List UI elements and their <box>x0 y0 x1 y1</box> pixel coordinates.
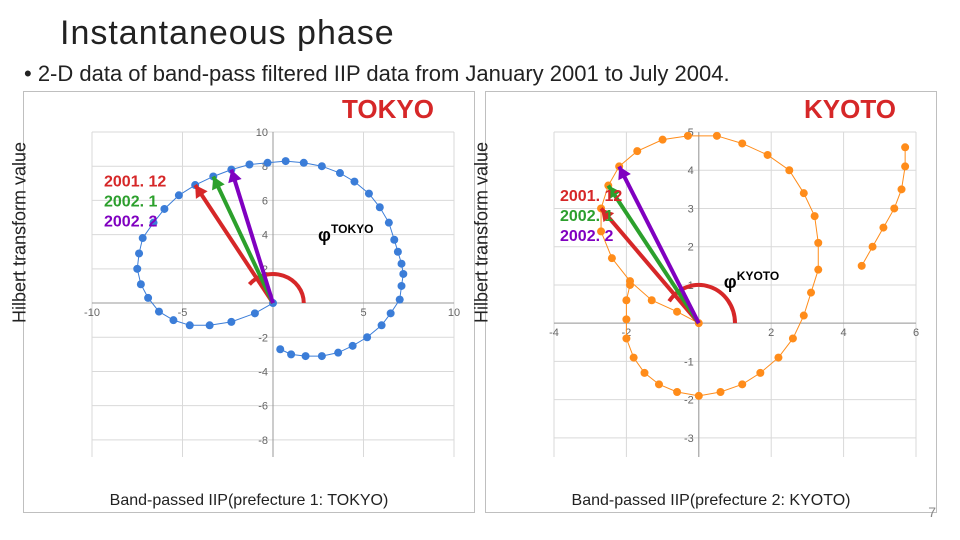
kyoto-plot: -4-2246-3-2-1123452001. 122002. 12002. 2… <box>526 122 926 482</box>
tokyo-plot: -10-5510-8-6-4-22468102001. 122002. 1200… <box>64 122 464 482</box>
kyoto-xlabel: Band-passed IIP(prefecture 2: KYOTO) <box>486 492 936 510</box>
svg-text:-3: -3 <box>684 433 694 445</box>
svg-text:6: 6 <box>913 327 919 339</box>
bullet-text: • 2-D data of band-pass filtered IIP dat… <box>24 61 940 87</box>
svg-text:6: 6 <box>262 195 268 207</box>
svg-text:4: 4 <box>688 165 694 177</box>
svg-text:φ: φ <box>318 225 331 245</box>
svg-text:-5: -5 <box>178 307 188 319</box>
svg-text:-2: -2 <box>684 395 694 407</box>
svg-text:3: 3 <box>688 203 694 215</box>
svg-text:φ: φ <box>724 272 737 292</box>
svg-text:2: 2 <box>688 242 694 254</box>
svg-text:-4: -4 <box>258 366 268 378</box>
svg-text:-8: -8 <box>258 435 268 447</box>
svg-text:2002. 1: 2002. 1 <box>560 208 613 225</box>
tokyo-xlabel: Band-passed IIP(prefecture 1: TOKYO) <box>24 492 474 510</box>
svg-text:4: 4 <box>262 230 268 242</box>
tokyo-title: TOKYO <box>342 94 434 125</box>
svg-text:5: 5 <box>360 307 366 319</box>
svg-text:-2: -2 <box>258 332 268 344</box>
svg-text:-10: -10 <box>84 307 100 319</box>
svg-text:4: 4 <box>841 327 847 339</box>
svg-text:2001. 12: 2001. 12 <box>560 188 622 205</box>
kyoto-chart: -4-2246-3-2-1123452001. 122002. 12002. 2… <box>485 91 937 513</box>
svg-text:2001. 12: 2001. 12 <box>104 174 166 191</box>
svg-text:10: 10 <box>256 127 268 139</box>
page-number: 7 <box>928 504 936 520</box>
kyoto-ylabel: Hilbert transform value <box>472 142 493 323</box>
svg-text:2002. 2: 2002. 2 <box>104 214 157 231</box>
svg-text:2002. 1: 2002. 1 <box>104 194 157 211</box>
kyoto-title: KYOTO <box>804 94 896 125</box>
svg-text:TOKYO: TOKYO <box>331 222 373 236</box>
svg-text:KYOTO: KYOTO <box>737 269 779 283</box>
svg-text:-4: -4 <box>549 327 559 339</box>
svg-text:-1: -1 <box>684 356 694 368</box>
charts-row: -10-5510-8-6-4-22468102001. 122002. 1200… <box>20 91 940 513</box>
tokyo-chart: -10-5510-8-6-4-22468102001. 122002. 1200… <box>23 91 475 513</box>
tokyo-ylabel: Hilbert transform value <box>10 142 31 323</box>
svg-text:-6: -6 <box>258 401 268 413</box>
svg-text:2: 2 <box>768 327 774 339</box>
slide: Instantaneous phase • 2-D data of band-p… <box>0 0 960 540</box>
slide-title: Instantaneous phase <box>60 14 940 53</box>
svg-text:10: 10 <box>448 307 460 319</box>
svg-text:2002. 2: 2002. 2 <box>560 228 613 245</box>
